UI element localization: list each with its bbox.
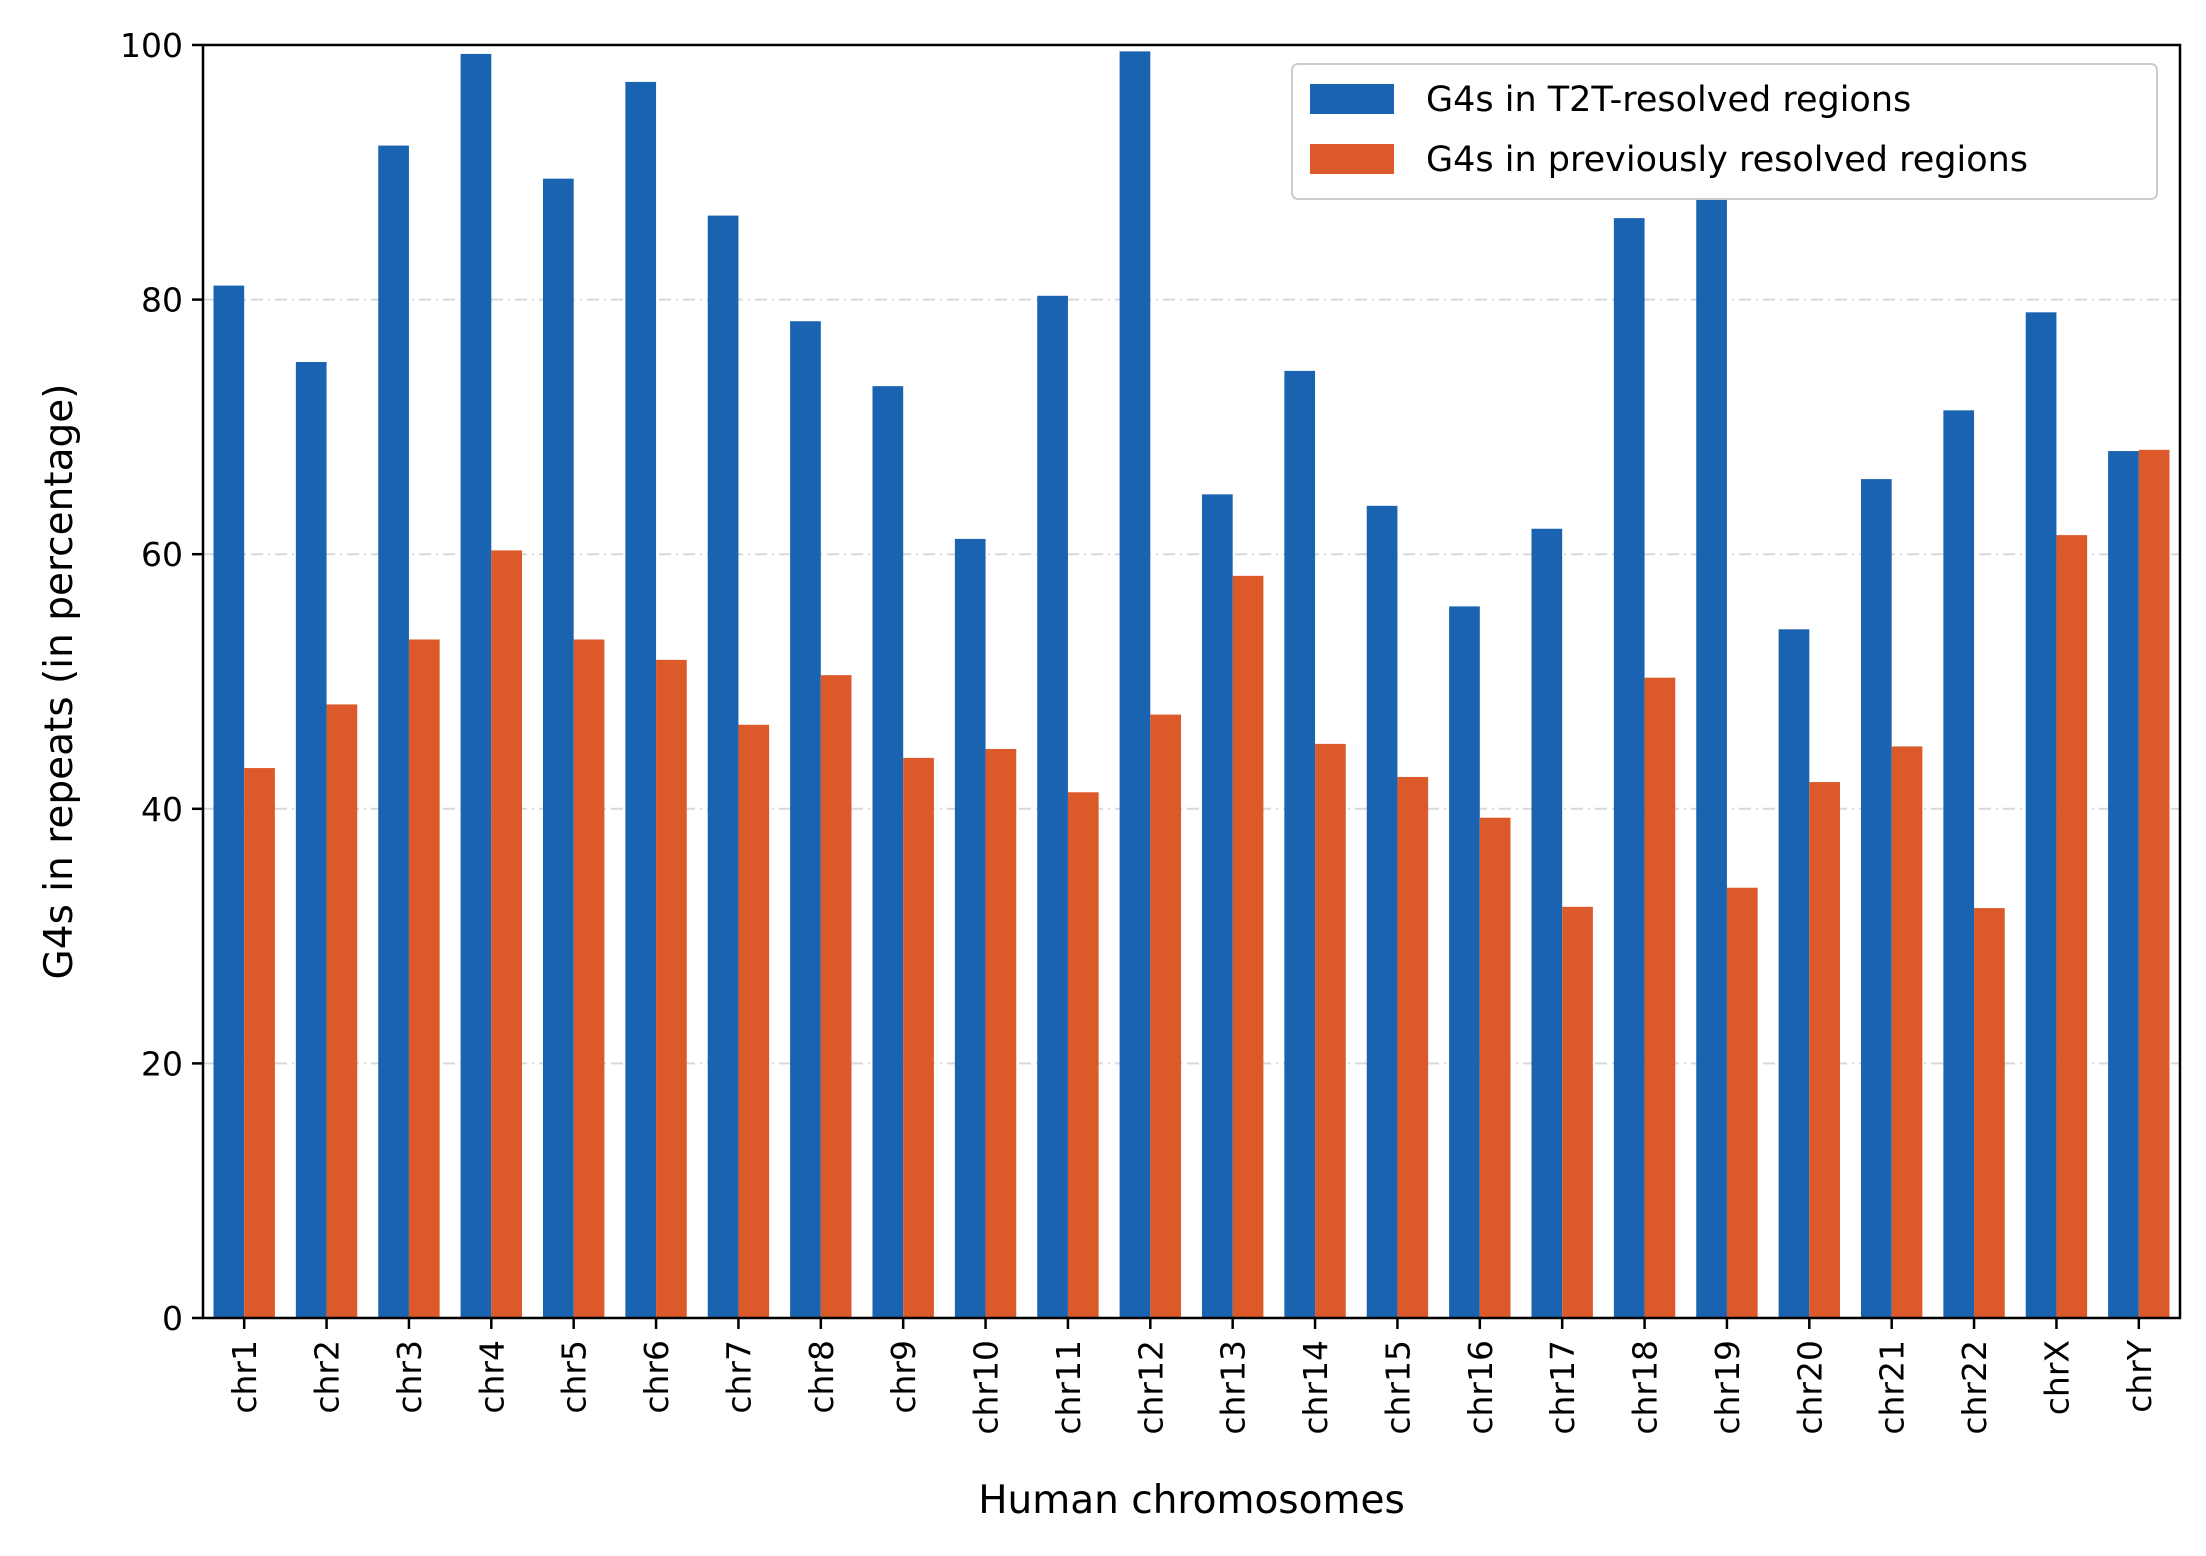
bar-t2t-chrY: [2108, 451, 2139, 1318]
bar-previous-chr10: [985, 748, 1017, 1318]
bar-previous-chr15: [1397, 776, 1429, 1318]
x-tick-label: chr1: [225, 1340, 264, 1414]
legend-swatch: [1310, 84, 1394, 114]
bars: [213, 51, 2170, 1319]
bar-t2t-chr21: [1860, 479, 1892, 1318]
x-tick-label: chr9: [884, 1340, 923, 1414]
bar-t2t-chr13: [1201, 494, 1233, 1318]
x-tick-label: chr2: [308, 1340, 347, 1414]
bar-previous-chr5: [573, 639, 605, 1318]
bar-t2t-chr6: [625, 81, 657, 1319]
bar-previous-chr21: [1891, 746, 1923, 1318]
y-tick-label: 0: [162, 1299, 183, 1338]
bar-previous-chr18: [1644, 677, 1676, 1318]
bar-previous-chr8: [820, 675, 852, 1318]
x-tick-label: chr5: [555, 1340, 594, 1414]
x-tick-label: chr10: [967, 1340, 1006, 1435]
x-tick-label: chr16: [1461, 1340, 1500, 1435]
x-tick-label: chr12: [1131, 1340, 1170, 1435]
x-tick-label: chr17: [1543, 1340, 1582, 1435]
x-tick-label: chr15: [1378, 1340, 1417, 1435]
bar-t2t-chr9: [872, 386, 904, 1318]
y-tick-label: 20: [141, 1044, 183, 1083]
x-tick-label: chr20: [1790, 1340, 1829, 1435]
bar-previous-chr19: [1726, 887, 1758, 1318]
bar-previous-chr6: [656, 659, 687, 1318]
legend-swatch: [1310, 144, 1394, 174]
bar-previous-chr3: [408, 639, 440, 1318]
legend-box: [1291, 63, 2158, 200]
x-tick-label: chr6: [637, 1340, 676, 1414]
bar-t2t-chr3: [378, 145, 409, 1318]
x-tick-label: chr7: [719, 1340, 758, 1414]
legend: G4s in T2T-resolved regions G4s in previo…: [1291, 63, 2158, 200]
bar-previous-chr17: [1562, 906, 1593, 1318]
bar-t2t-chrX: [2025, 312, 2057, 1319]
bar-previous-chrY: [2138, 449, 2170, 1319]
bar-t2t-chr22: [1943, 410, 1975, 1318]
x-tick-label: chrY: [2120, 1339, 2159, 1413]
x-tick-label: chr13: [1214, 1340, 1253, 1435]
bar-t2t-chr7: [707, 215, 739, 1318]
bar-previous-chr14: [1315, 743, 1346, 1318]
axes-frame: [201, 43, 2182, 1320]
bar-previous-chr11: [1067, 792, 1099, 1318]
bar-previous-chr1: [244, 768, 275, 1318]
y-tick-label: 40: [141, 790, 183, 829]
x-axis: chr1 chr2 chr3 chr4 chr5 chr6 chr7 chr8 chr9 chr1…: [225, 1318, 2159, 1435]
bar-t2t-chr5: [542, 178, 574, 1318]
x-tick-label: chr22: [1955, 1340, 1994, 1435]
bar-previous-chr22: [1974, 908, 2005, 1318]
bar-previous-chr9: [903, 757, 934, 1318]
x-tick-label: chr4: [472, 1340, 511, 1414]
x-tick-label: chr11: [1049, 1340, 1088, 1435]
x-tick-label: chr19: [1708, 1340, 1747, 1435]
y-tick-label: 60: [141, 535, 183, 574]
bar-t2t-chr15: [1366, 505, 1398, 1318]
bar-t2t-chr17: [1531, 528, 1563, 1318]
bar-t2t-chr1: [213, 285, 245, 1319]
y-axis-title: G4s in repeats (in percentage): [37, 384, 82, 980]
bar-t2t-chr11: [1037, 295, 1068, 1318]
bar-t2t-chr19: [1696, 197, 1727, 1318]
legend-label: G4s in previously resolved regions: [1426, 140, 2028, 180]
x-tick-label: chrX: [2037, 1340, 2076, 1415]
x-tick-label: chr8: [802, 1340, 841, 1414]
bar-t2t-chr8: [790, 321, 821, 1319]
bar-previous-chr20: [1809, 782, 1841, 1318]
bar-previous-chr12: [1150, 714, 1182, 1318]
bar-t2t-chr10: [954, 538, 986, 1318]
x-tick-label: chr18: [1626, 1340, 1665, 1435]
bar-t2t-chr4: [460, 53, 492, 1318]
x-tick-label: chr3: [390, 1340, 429, 1414]
y-tick-label: 80: [141, 281, 183, 320]
y-axis: 0 20 40 60 80 100: [120, 26, 203, 1338]
bar-previous-chr2: [326, 704, 358, 1318]
bar-previous-chr16: [1479, 817, 1511, 1318]
bar-previous-chr7: [738, 724, 770, 1318]
x-tick-label: chr14: [1296, 1340, 1335, 1435]
bar-t2t-chr20: [1778, 629, 1810, 1318]
grid-lines: [203, 298, 2180, 1065]
bar-previous-chr4: [491, 550, 523, 1318]
x-tick-label: chr21: [1873, 1340, 1912, 1435]
bar-t2t-chr18: [1613, 218, 1645, 1318]
bar-t2t-chr12: [1119, 51, 1151, 1319]
bar-t2t-chr14: [1284, 370, 1316, 1318]
bar-previous-chr13: [1232, 575, 1264, 1318]
x-axis-title: Human chromosomes: [978, 1478, 1405, 1523]
y-tick-label: 100: [120, 26, 183, 65]
bar-t2t-chr2: [295, 361, 327, 1318]
legend-label: G4s in T2T-resolved regions: [1426, 80, 1911, 120]
bar-t2t-chr16: [1449, 606, 1480, 1318]
bar-previous-chrX: [2056, 535, 2088, 1318]
